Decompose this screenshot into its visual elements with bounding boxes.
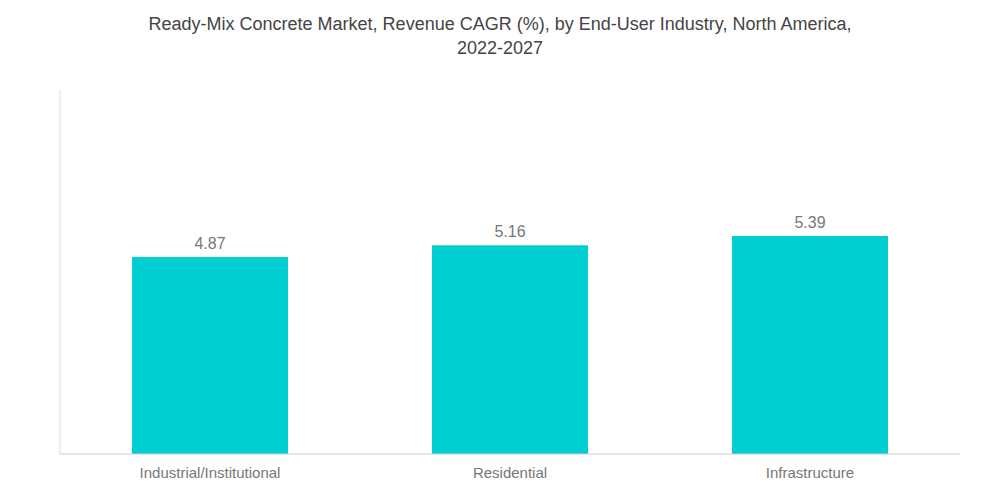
bar [432, 245, 588, 454]
bar [132, 257, 288, 454]
data-label: 4.87 [194, 235, 225, 252]
chart: Ready-Mix Concrete Market, Revenue CAGR … [0, 0, 1000, 504]
x-tick-label: Industrial/Institutional [140, 464, 281, 481]
x-tick-label: Residential [473, 464, 547, 481]
bar [732, 236, 888, 454]
bars [132, 236, 888, 454]
x-tick-label: Infrastructure [766, 464, 854, 481]
title: Ready-Mix Concrete Market, Revenue CAGR … [149, 14, 852, 58]
data-label: 5.16 [494, 223, 525, 240]
y-axis-line [60, 90, 61, 454]
baseline [60, 454, 960, 455]
data-label: 5.39 [794, 214, 825, 231]
